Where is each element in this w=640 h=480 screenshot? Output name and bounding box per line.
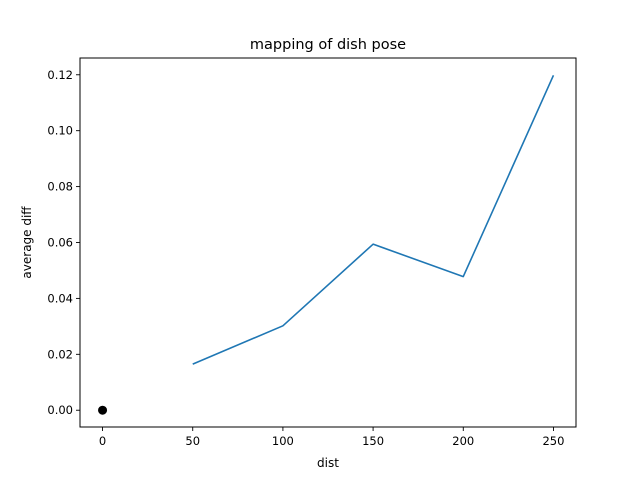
x-tick-label: 0 <box>99 434 106 448</box>
scatter-point-1-0 <box>98 405 108 415</box>
x-tick-label: 250 <box>542 434 564 448</box>
ticks-layer: 0 50 100 150 200 250 0.00 0.02 0.04 0.06 0.08 0.10 0… <box>47 68 564 448</box>
y-axis-label: average diff <box>20 206 34 279</box>
y-tick-label: 0.00 <box>47 403 73 417</box>
x-tick-label: 150 <box>362 434 384 448</box>
y-tick-label: 0.12 <box>47 68 73 82</box>
y-tick-label: 0.10 <box>47 124 73 138</box>
y-tick-label: 0.04 <box>47 291 73 305</box>
x-tick-label: 50 <box>185 434 200 448</box>
y-tick-label: 0.08 <box>47 180 73 194</box>
x-tick-label: 100 <box>272 434 294 448</box>
chart-title: mapping of dish pose <box>250 37 406 53</box>
x-tick-label: 200 <box>452 434 474 448</box>
y-tick-label: 0.06 <box>47 236 73 250</box>
x-axis-label: dist <box>317 456 339 470</box>
y-tick-label: 0.02 <box>47 347 73 361</box>
plot-layer <box>98 75 555 415</box>
